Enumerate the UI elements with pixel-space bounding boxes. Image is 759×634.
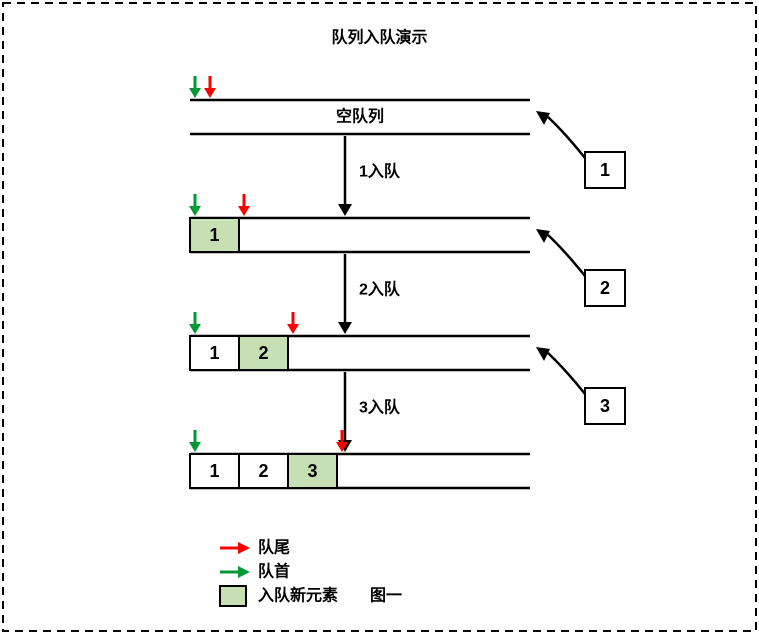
svg-text:3入队: 3入队 [359, 398, 401, 417]
svg-text:2: 2 [258, 461, 268, 481]
svg-text:1: 1 [209, 225, 219, 245]
svg-text:队尾: 队尾 [258, 538, 290, 557]
svg-text:2: 2 [258, 343, 268, 363]
svg-text:3: 3 [600, 396, 610, 416]
svg-text:图一: 图一 [370, 587, 402, 605]
svg-text:2入队: 2入队 [359, 280, 401, 299]
svg-text:队列入队演示: 队列入队演示 [331, 28, 427, 47]
svg-text:1: 1 [209, 343, 219, 363]
svg-text:队首: 队首 [258, 562, 290, 581]
svg-text:3: 3 [307, 461, 317, 481]
svg-text:2: 2 [600, 278, 610, 298]
svg-text:入队新元素: 入队新元素 [258, 586, 338, 605]
svg-text:空队列: 空队列 [336, 107, 384, 126]
diagram-container: 队列入队演示空队列 1 1入队 1 2 2入队 1 2 3 3入队 1 2 3 队尾队首入队新元素 图一 [0, 0, 759, 634]
svg-text:1: 1 [209, 461, 219, 481]
svg-text:1入队: 1入队 [359, 162, 401, 181]
diagram-svg: 队列入队演示空队列 1 1入队 1 2 2入队 1 2 3 3入队 1 2 3 队尾队首入队新元素 图一 [0, 0, 759, 634]
svg-text:1: 1 [600, 160, 610, 180]
